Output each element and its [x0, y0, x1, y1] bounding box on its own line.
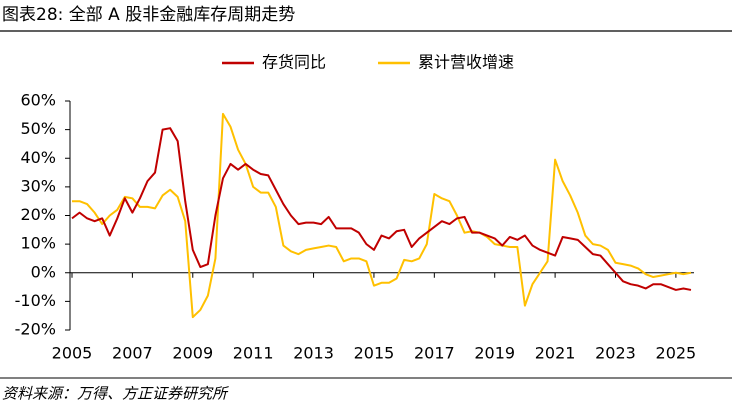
y-tick-label: 10%: [20, 234, 56, 253]
x-tick-label: 2023: [595, 344, 636, 363]
x-tick-label: 2007: [112, 344, 153, 363]
x-tick-label: 2009: [172, 344, 213, 363]
x-tick-label: 2019: [474, 344, 515, 363]
x-tick-label: 2021: [535, 344, 576, 363]
y-tick-label: 20%: [20, 205, 56, 224]
x-tick-label: 2015: [354, 344, 395, 363]
chart-title: 图表28: 全部 A 股非金融库存周期走势: [2, 5, 295, 25]
y-tick-label: 60%: [20, 91, 56, 110]
y-tick-label: -20%: [15, 320, 56, 339]
y-tick-label: 40%: [20, 148, 56, 167]
x-tick-label: 2005: [52, 344, 93, 363]
legend-label: 存货同比: [262, 53, 326, 72]
series-line: [71, 127, 692, 291]
x-tick-label: 2017: [414, 344, 455, 363]
legend-label: 累计营收增速: [418, 53, 514, 72]
x-tick-label: 2011: [233, 344, 274, 363]
x-tick-label: 2013: [293, 344, 334, 363]
y-tick-label: 30%: [20, 176, 56, 195]
y-tick-label: 50%: [20, 119, 56, 138]
series-line: [72, 112, 692, 319]
source-note: 资料来源：万得、方正证券研究所: [2, 385, 229, 403]
x-tick-label: 2025: [656, 344, 697, 363]
y-tick-label: 0%: [31, 262, 56, 281]
y-tick-label: -10%: [15, 291, 56, 310]
